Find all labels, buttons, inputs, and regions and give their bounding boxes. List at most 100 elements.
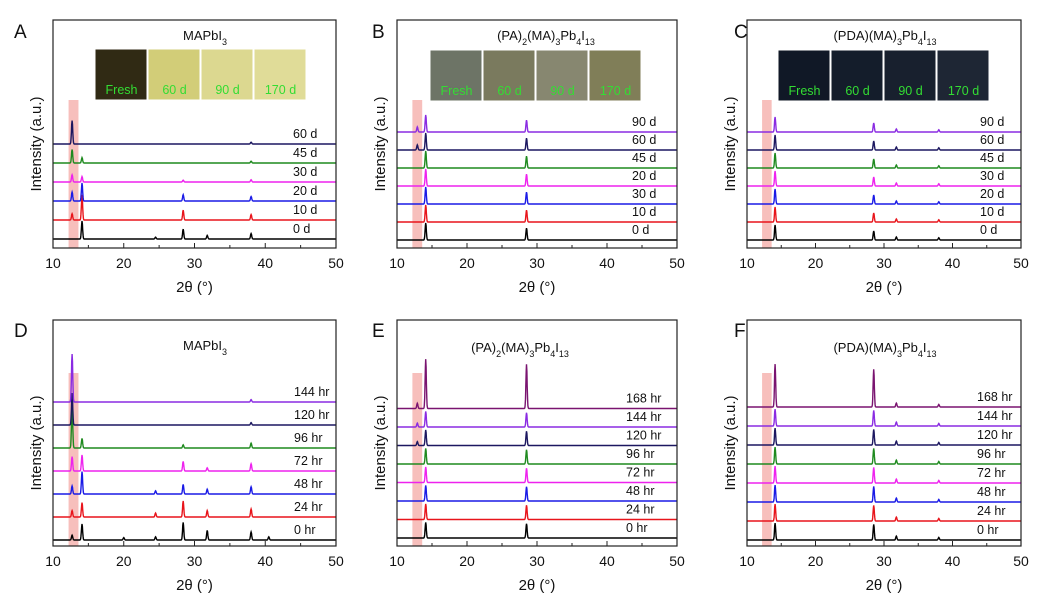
series-0-d	[397, 222, 677, 241]
series-label: 30 d	[632, 187, 656, 201]
panel-a: A 0 d 10 d 20 d 30 d 45 d 60 d 10 20 30 40 50 2θ (°)…	[14, 19, 344, 296]
sample-photo	[936, 49, 990, 102]
x-tick-label: 10	[389, 255, 405, 271]
y-axis-label: Intensity (a.u.)	[722, 395, 739, 490]
series-0-hr	[747, 522, 1021, 541]
series-label: 0 hr	[626, 521, 648, 535]
series-90-d	[397, 114, 677, 133]
series-label: 120 hr	[626, 429, 661, 443]
panel-title: (PDA)(MA)3Pb4I13	[833, 28, 936, 47]
y-axis-label: Intensity (a.u.)	[28, 96, 45, 191]
series-label: 10 d	[632, 205, 656, 219]
panel-label: D	[14, 321, 28, 342]
series-label: 120 hr	[977, 428, 1012, 442]
sample-photo	[482, 49, 536, 102]
series-120-hr	[53, 392, 336, 426]
series-label: 90 d	[632, 115, 656, 129]
sample-photo	[830, 49, 884, 102]
panel-c: C 0 d 10 d 20 d 30 d 45 d 60 d 90 d 10 20 30 40 50 2θ…	[722, 19, 1029, 296]
series-label: 72 hr	[294, 454, 323, 468]
series-10-d	[53, 194, 336, 221]
photo-label: 170 d	[948, 84, 979, 98]
series-72-hr	[397, 466, 677, 484]
highlight-band	[412, 373, 423, 546]
sample-photo	[253, 48, 307, 101]
series-label: 30 d	[293, 165, 317, 179]
x-tick-label: 30	[876, 553, 892, 569]
photo-label: 170 d	[600, 84, 631, 98]
series-144-hr	[53, 353, 336, 403]
series-72-hr	[747, 465, 1021, 484]
x-tick-label: 40	[945, 255, 961, 271]
series-20-d	[397, 168, 677, 187]
series-144-hr	[747, 408, 1021, 427]
series-96-hr	[747, 446, 1021, 465]
photo-label: Fresh	[106, 83, 138, 97]
series-168-hr	[747, 364, 1021, 408]
series-label: 144 hr	[977, 409, 1012, 423]
x-axis-label: 2θ (°)	[866, 577, 903, 594]
series-label: 45 d	[632, 151, 656, 165]
series-label: 45 d	[980, 151, 1004, 165]
panel-title: (PA)2(MA)3Pb4I13	[497, 28, 595, 47]
panel-d: D 0 hr 24 hr 48 hr 72 hr 96 hr 120 hr 144 hr 10 2…	[14, 319, 344, 594]
x-tick-label: 10	[389, 553, 405, 569]
series-30-d	[397, 186, 677, 205]
series-label: 24 hr	[294, 500, 323, 514]
x-axis-label: 2θ (°)	[866, 279, 903, 296]
x-tick-label: 20	[116, 255, 132, 271]
series-label: 96 hr	[977, 447, 1006, 461]
panel-title: MAPbI3	[183, 338, 227, 357]
x-tick-label: 40	[257, 553, 273, 569]
x-tick-label: 50	[328, 255, 344, 271]
x-tick-label: 40	[599, 553, 615, 569]
series-label: 120 hr	[294, 408, 329, 422]
series-label: 0 hr	[977, 523, 999, 537]
series-label: 0 hr	[294, 523, 316, 537]
panel-e: E 0 hr 24 hr 48 hr 72 hr 96 hr 120 hr 144 hr 168…	[372, 319, 685, 594]
x-tick-label: 30	[876, 255, 892, 271]
series-60-d	[397, 132, 677, 151]
series-label: 96 hr	[294, 431, 323, 445]
sample-photo	[429, 49, 483, 102]
panel-title: MAPbI3	[183, 28, 227, 47]
series-168-hr	[397, 359, 677, 410]
x-axis-label: 2θ (°)	[519, 279, 556, 296]
highlight-band	[68, 100, 79, 248]
x-tick-label: 40	[945, 553, 961, 569]
series-label: 10 d	[980, 205, 1004, 219]
series-24-hr	[747, 503, 1021, 522]
x-tick-label: 30	[529, 553, 545, 569]
y-axis-label: Intensity (a.u.)	[28, 395, 45, 490]
series-60-d	[53, 120, 336, 145]
panel-label: C	[734, 22, 748, 43]
series-label: 60 d	[293, 127, 317, 141]
x-tick-label: 20	[459, 255, 475, 271]
x-axis-label: 2θ (°)	[176, 577, 213, 594]
x-tick-label: 20	[808, 255, 824, 271]
photo-label: 60 d	[162, 83, 186, 97]
series-label: 144 hr	[626, 410, 661, 424]
photo-label: 90 d	[550, 84, 574, 98]
series-10-d	[747, 206, 1021, 223]
series-label: 20 d	[980, 187, 1004, 201]
series-120-hr	[747, 427, 1021, 446]
series-60-d	[747, 134, 1021, 151]
y-axis-label: Intensity (a.u.)	[722, 96, 739, 191]
x-axis-label: 2θ (°)	[519, 577, 556, 594]
x-tick-label: 10	[45, 255, 61, 271]
sample-photo	[200, 48, 254, 101]
highlight-band	[762, 373, 772, 546]
series-0-d	[747, 224, 1021, 241]
x-tick-label: 50	[328, 553, 344, 569]
sample-photo	[147, 48, 201, 101]
sample-photo	[588, 49, 642, 102]
series-label: 48 hr	[626, 484, 655, 498]
series-48-hr	[397, 485, 677, 502]
series-label: 168 hr	[626, 392, 661, 406]
panel-b: B 0 d 10 d 30 d 20 d 45 d 60 d 90 d 10 20 30 40 50 2θ…	[372, 19, 685, 296]
series-45-d	[397, 150, 677, 169]
photo-label: 60 d	[845, 84, 869, 98]
sample-photo	[94, 48, 148, 101]
series-label: 30 d	[980, 169, 1004, 183]
